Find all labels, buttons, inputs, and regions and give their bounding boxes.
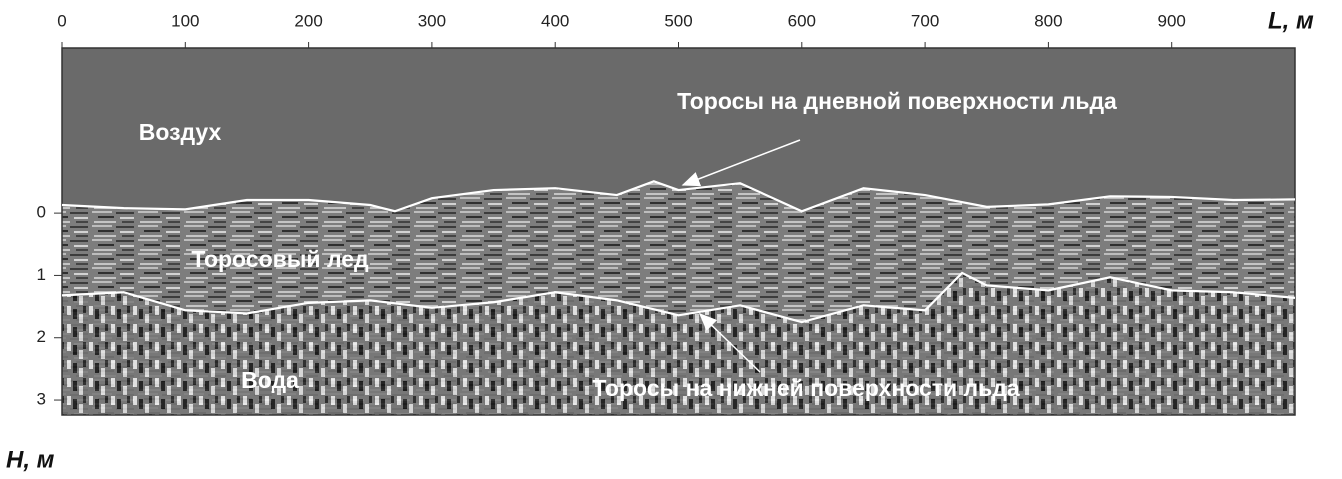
y-tick-label: 2 <box>37 327 46 346</box>
air-area <box>62 48 1295 211</box>
region-label: Вода <box>241 367 299 393</box>
annotation: Торосы на дневной поверхности льда <box>677 88 1117 114</box>
y-axis-title: H, м <box>6 446 55 473</box>
x-tick-label: 600 <box>788 11 816 30</box>
x-tick-label: 100 <box>171 11 199 30</box>
x-tick-label: 700 <box>911 11 939 30</box>
y-tick-label: 0 <box>37 203 46 222</box>
x-tick-label: 400 <box>541 11 569 30</box>
chart: L, м H, м 0 100 200 300 400 500 600 700 800 900 0 1… <box>0 0 1342 479</box>
x-tick-label: 800 <box>1034 11 1062 30</box>
x-tick-label: 200 <box>294 11 322 30</box>
x-tick-label: 900 <box>1158 11 1186 30</box>
x-tick-label: 300 <box>418 11 446 30</box>
x-tick-label: 500 <box>664 11 692 30</box>
x-tick-label: 0 <box>57 11 66 30</box>
y-tick-label: 3 <box>37 390 46 409</box>
annotation: Торосы на нижней поверхности льда <box>592 375 1020 401</box>
y-tick-label: 1 <box>37 265 46 284</box>
region-label: Воздух <box>139 119 222 145</box>
x-axis-title: L, м <box>1268 7 1314 34</box>
region-label: Торосовый лед <box>191 246 369 272</box>
